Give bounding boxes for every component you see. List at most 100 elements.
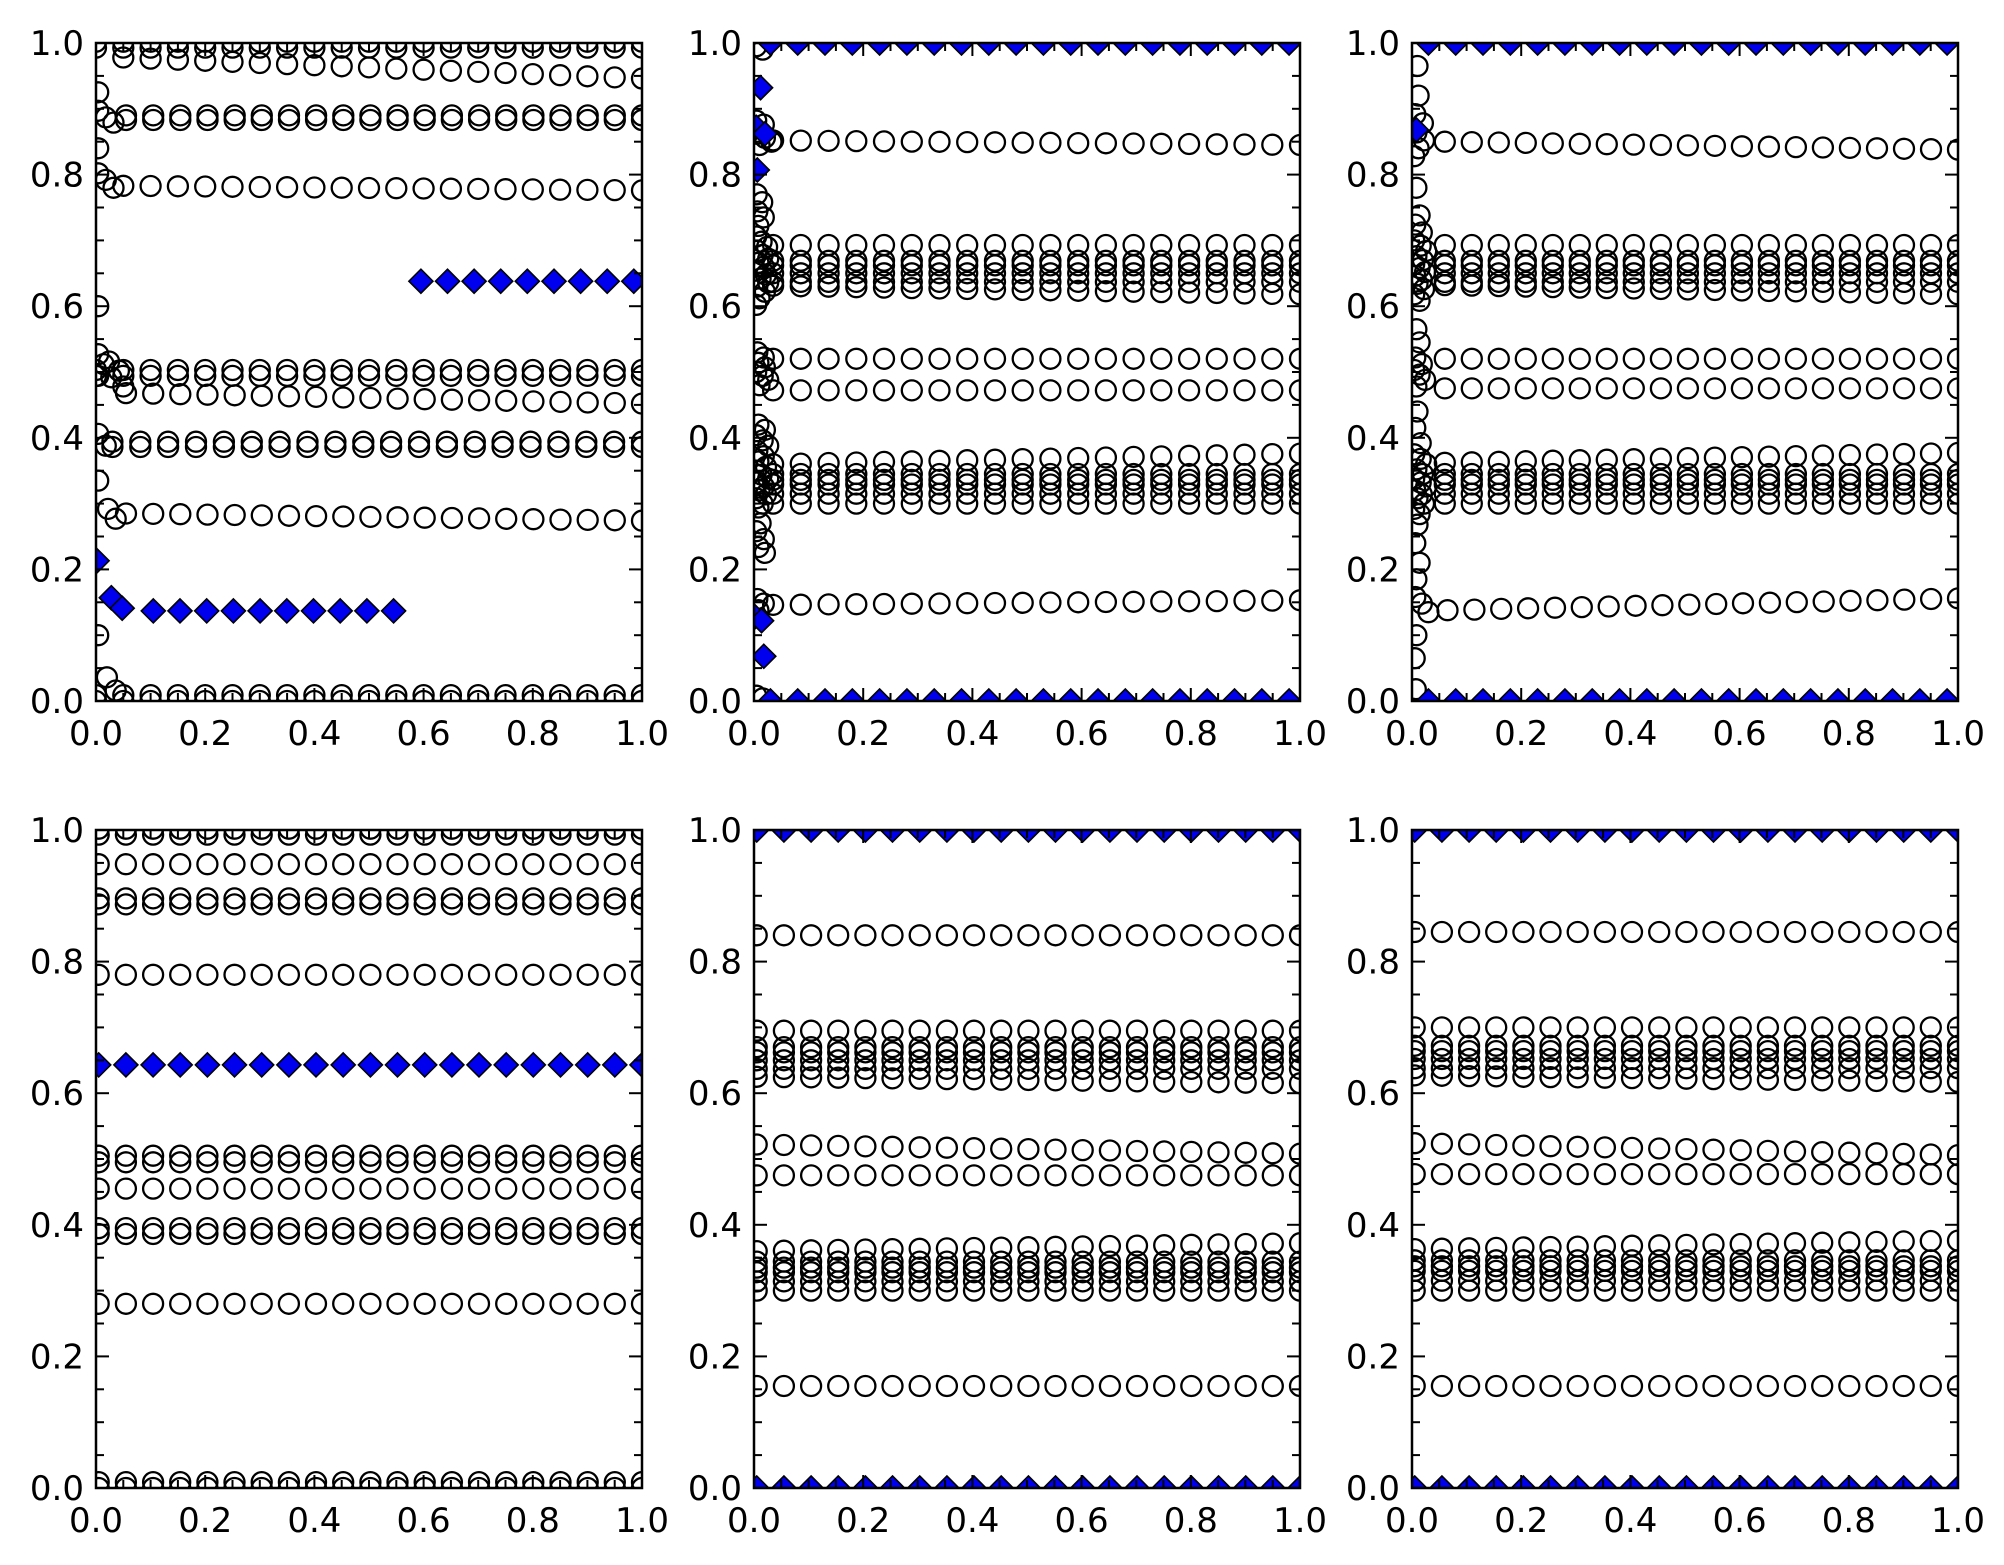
diamond-marker xyxy=(95,1051,112,1079)
circle-marker xyxy=(799,1261,823,1284)
circle-marker xyxy=(1649,270,1673,294)
circle-marker xyxy=(467,683,490,702)
circle-marker xyxy=(1411,204,1431,227)
circle-marker xyxy=(854,1270,877,1293)
x-tick-label: 1.0 xyxy=(1931,714,1985,754)
circle-marker xyxy=(603,1470,626,1489)
circle-marker xyxy=(386,1222,409,1246)
y-tick-label: 0.4 xyxy=(688,419,742,459)
circle-marker xyxy=(1044,1041,1067,1064)
circle-marker xyxy=(1153,1035,1176,1059)
circle-marker xyxy=(547,435,570,459)
circle-marker xyxy=(1566,1016,1589,1039)
diamond-marker xyxy=(753,120,779,147)
circle-marker xyxy=(956,379,979,402)
circle-marker xyxy=(1783,1140,1807,1163)
circle-marker xyxy=(440,1216,464,1240)
circle-marker xyxy=(908,1374,931,1398)
circle-marker xyxy=(1233,233,1256,257)
circle-marker xyxy=(1838,443,1862,467)
circle-marker xyxy=(753,1279,768,1302)
circle-marker xyxy=(1783,1034,1807,1057)
circle-marker xyxy=(1098,1019,1122,1042)
circle-marker xyxy=(753,1019,768,1042)
x-tick-label: 0.6 xyxy=(1713,1501,1767,1541)
diamond-marker xyxy=(757,42,784,57)
circle-marker xyxy=(1730,262,1754,285)
circle-marker xyxy=(1865,920,1888,944)
circle-marker xyxy=(385,177,408,200)
diamond-marker xyxy=(1002,687,1030,702)
circle-marker xyxy=(522,1292,545,1315)
circle-marker xyxy=(413,1177,436,1200)
diamond-marker xyxy=(1633,687,1660,702)
diamond-marker xyxy=(1633,42,1660,57)
circle-marker xyxy=(1757,233,1781,257)
circle-marker xyxy=(1044,1164,1067,1187)
y-tick-label: 0.4 xyxy=(1346,419,1400,459)
circle-marker xyxy=(845,276,868,299)
circle-marker xyxy=(1487,274,1510,298)
circle-marker xyxy=(166,683,190,702)
circle-marker xyxy=(114,1216,138,1240)
circle-marker xyxy=(169,1151,192,1174)
circle-marker xyxy=(1463,598,1486,621)
circle-marker xyxy=(1784,482,1808,505)
circle-marker xyxy=(439,364,463,388)
circle-marker xyxy=(1703,492,1727,515)
circle-marker xyxy=(1261,482,1284,505)
diamond-marker xyxy=(1428,1474,1456,1489)
circle-marker xyxy=(1620,1039,1644,1063)
circle-marker xyxy=(1730,445,1754,469)
circle-marker xyxy=(1233,282,1256,305)
circle-marker xyxy=(221,358,244,382)
circle-marker xyxy=(1044,1138,1067,1161)
circle-marker xyxy=(817,593,840,616)
circle-marker xyxy=(1261,1279,1284,1302)
circle-marker xyxy=(1122,445,1145,469)
axes-border xyxy=(752,828,1302,1490)
circle-marker xyxy=(141,853,165,876)
circle-marker xyxy=(956,233,979,257)
diamond-marker xyxy=(1660,42,1688,57)
circle-marker xyxy=(1067,591,1090,614)
circle-marker xyxy=(1067,347,1090,370)
circle-marker xyxy=(521,62,544,86)
circle-marker xyxy=(1460,262,1483,285)
circle-marker xyxy=(440,853,464,876)
circle-marker xyxy=(1122,347,1145,370)
circle-marker xyxy=(250,384,273,407)
circle-marker xyxy=(1866,589,1889,612)
diamond-marker xyxy=(975,42,1002,57)
diamond-marker xyxy=(753,156,771,184)
diamond-marker xyxy=(1415,687,1442,702)
x-tick-label: 0.8 xyxy=(506,1501,560,1541)
x-tick-label: 0.8 xyxy=(1164,1501,1218,1541)
circle-marker xyxy=(1150,482,1173,505)
circle-marker xyxy=(440,1222,464,1246)
circle-marker xyxy=(359,887,382,910)
diamond-marker xyxy=(1057,42,1084,57)
circle-marker xyxy=(1207,1233,1230,1256)
circle-marker xyxy=(1784,135,1808,159)
circle-marker xyxy=(1865,1162,1888,1186)
circle-marker xyxy=(1071,1261,1094,1284)
circle-marker xyxy=(440,108,464,132)
circle-marker xyxy=(196,887,219,910)
diamond-marker xyxy=(514,268,541,295)
circle-marker xyxy=(1865,1142,1888,1165)
y-tick-label: 0.6 xyxy=(30,1074,84,1114)
diamond-marker xyxy=(1166,687,1194,702)
circle-marker xyxy=(440,506,464,530)
circle-marker xyxy=(1125,1139,1149,1163)
circle-marker xyxy=(1261,1071,1284,1095)
circle-marker xyxy=(1702,1039,1725,1063)
circle-marker xyxy=(467,358,490,382)
circle-marker xyxy=(1839,589,1862,612)
circle-marker xyxy=(1205,270,1228,294)
circle-marker xyxy=(935,1279,959,1302)
circle-marker xyxy=(1892,482,1916,505)
circle-marker xyxy=(491,430,514,453)
circle-marker xyxy=(467,108,491,132)
circle-marker xyxy=(1675,1162,1698,1186)
